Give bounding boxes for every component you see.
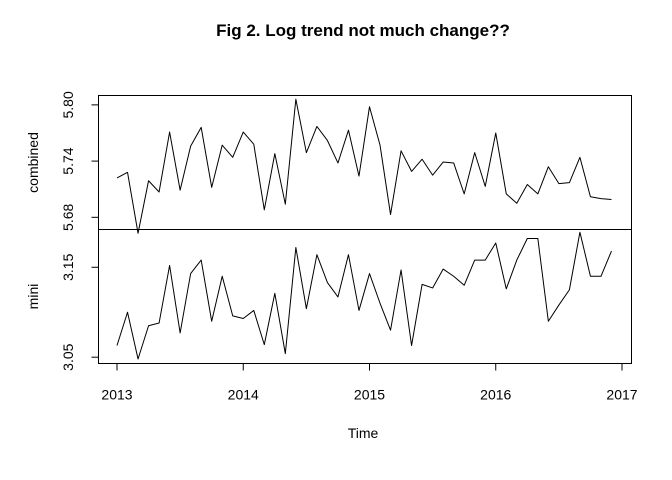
panel-mini-ylabel: mini (25, 284, 41, 310)
x-axis: 2013 2014 2015 2016 2017 (101, 363, 638, 403)
x-tick-label-1: 2014 (228, 387, 259, 403)
y-tick-label-combined-0: 5.68 (60, 203, 76, 230)
x-tick-label-3: 2016 (480, 387, 511, 403)
series-mini (116, 231, 612, 360)
panel-combined-ylabel: combined (25, 132, 41, 193)
chart-title: Fig 2. Log trend not much change?? (216, 21, 510, 40)
y-tick-label-mini-1: 3.15 (60, 253, 76, 280)
series-combined (116, 98, 612, 234)
y-tick-label-mini-0: 3.05 (60, 343, 76, 370)
x-tick-label-4: 2017 (606, 387, 637, 403)
y-tick-label-combined-2: 5.80 (60, 91, 76, 118)
panel-combined: combined 5.68 5.74 5.80 (25, 91, 632, 234)
x-axis-label: Time (348, 425, 379, 441)
panel-combined-y-axis: 5.68 5.74 5.80 (60, 91, 99, 231)
panel-combined-frame (98, 95, 632, 230)
panel-mini: mini 3.05 3.15 (25, 229, 632, 371)
x-tick-label-0: 2013 (101, 387, 132, 403)
y-tick-label-combined-1: 5.74 (60, 147, 76, 174)
panel-mini-frame (98, 229, 632, 364)
panel-mini-y-axis: 3.05 3.15 (60, 253, 99, 371)
x-tick-label-2: 2015 (354, 387, 385, 403)
